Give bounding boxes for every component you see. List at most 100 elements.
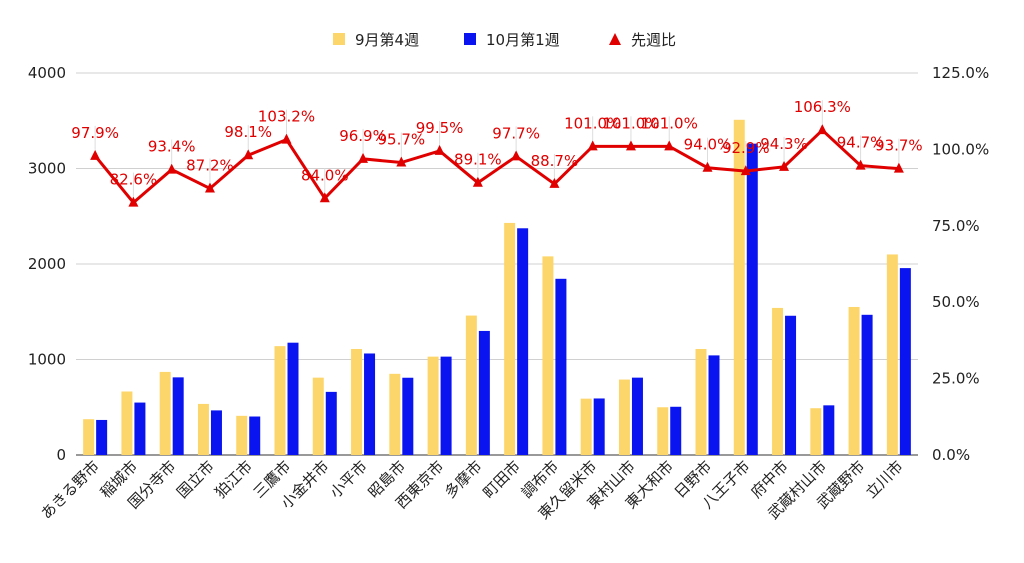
x-tick-label: 立川市 [862,457,907,502]
bar [121,391,133,455]
bar [274,346,286,455]
bar [708,355,720,455]
x-tick-label: あきる野市 [37,457,103,523]
right-tick-label: 125.0% [932,64,989,82]
bar [823,405,835,455]
data-label: 82.6% [110,171,158,189]
ratio-marker [358,152,369,163]
data-label: 87.2% [186,157,234,175]
ratio-marker [740,165,751,176]
ratio-marker [625,140,636,151]
bar [465,315,477,455]
left-tick-label: 2000 [28,255,66,273]
bar [542,256,554,455]
bar [236,415,248,455]
bar [733,119,745,456]
left-axis-ticks: 0 1000 2000 3000 4000 [28,64,66,464]
data-label: 89.1% [454,151,502,169]
data-label: 103.2% [258,108,315,126]
bar [159,371,171,455]
ratio-marker [472,176,483,187]
bar [83,419,95,455]
ratio-marker [319,192,330,203]
data-label: 101.0% [564,114,621,132]
ratio-line: 97.9% 82.6% 93.4%87.2% 98.1%103.2% 84.0% 96.9… [71,98,923,207]
bar [657,407,669,455]
x-tick-label: 町田市 [479,457,524,502]
data-label: 92.9% [722,139,770,157]
bar [631,377,643,455]
right-tick-label: 100.0% [932,140,989,158]
bar [325,391,337,455]
bar [555,278,567,455]
left-tick-label: 3000 [28,160,66,178]
legend-swatch [333,33,345,45]
bar [402,377,414,455]
ratio-marker [128,196,139,207]
data-label: 88.7% [531,152,579,170]
left-tick-label: 4000 [28,64,66,82]
bars [83,119,911,456]
data-label: 93.4% [148,138,196,156]
data-label: 95.7% [377,131,425,149]
bar [249,416,261,455]
bar [746,143,758,456]
data-label: 93.7% [875,137,923,155]
ratio-marker [587,140,598,151]
ratio-marker [549,177,560,188]
bar [210,410,222,455]
bar [580,398,592,455]
bar [351,348,363,455]
ratio-marker [702,161,713,172]
bar [810,408,822,455]
data-label: 101.0% [641,114,698,132]
ratio-line-path [93,128,899,205]
ratio-marker [511,150,522,161]
data-label: 97.9% [71,124,119,142]
x-tick-label: 小平市 [326,457,371,502]
ratio-marker [779,160,790,171]
bar [197,403,209,455]
data-label: 106.3% [794,98,851,116]
bar [670,406,682,455]
bar [504,222,516,455]
left-tick-label: 1000 [28,351,66,369]
legend-swatch [464,33,476,45]
legend-label: 10月第1週 [486,31,560,49]
left-tick-label: 0 [56,446,66,464]
ratio-marker [166,163,177,174]
bar [848,306,860,455]
ratio-marker [434,144,445,155]
bar [478,330,490,455]
data-label: 84.0% [301,166,349,184]
ratio-marker [90,149,101,160]
data-label: 101.0% [602,114,659,132]
right-tick-label: 50.0% [932,293,980,311]
right-axis-ticks: 0.0% 25.0% 50.0% 75.0% 100.0% 125.0% [932,64,989,464]
x-tick-label: 多摩市 [441,457,486,502]
bar [517,228,529,455]
bar [427,356,439,455]
bar [695,348,707,455]
x-tick-label: 国立市 [173,457,218,502]
ratio-marker [855,159,866,170]
data-label: 94.7% [837,134,885,152]
x-tick-label: 狛江市 [211,457,256,502]
bar [593,398,605,455]
bar [899,268,911,455]
data-label: 96.9% [339,127,387,145]
bar [440,356,452,455]
bar [618,379,630,455]
bar [96,419,108,455]
ratio-marker [243,149,254,160]
bar [364,353,376,455]
right-tick-label: 0.0% [932,446,970,464]
data-label: 99.5% [416,119,464,137]
data-label: 98.1% [224,123,272,141]
bar [287,342,299,455]
right-tick-label: 75.0% [932,217,980,235]
bar [312,377,324,455]
bar [861,314,873,455]
legend: 9月第4週 10月第1週 先週比 [333,31,676,49]
